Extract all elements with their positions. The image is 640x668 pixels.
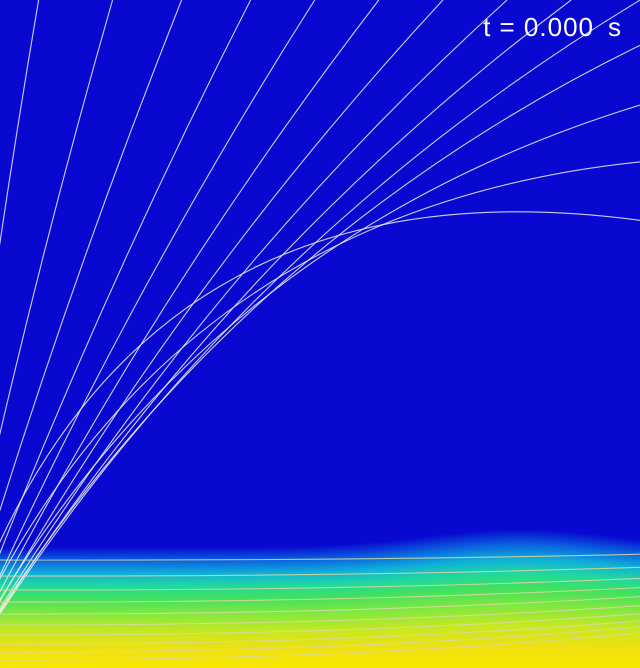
streamline xyxy=(0,157,640,668)
timestamp-value: 0.000 xyxy=(524,12,594,42)
streamline xyxy=(0,0,507,668)
streamline xyxy=(0,0,640,668)
streamline xyxy=(0,0,315,668)
streamline xyxy=(0,578,640,590)
streamline xyxy=(0,587,640,602)
streamline xyxy=(0,88,640,668)
streamline xyxy=(0,605,640,625)
streamlines-overlay xyxy=(0,0,640,668)
streamline xyxy=(0,567,640,576)
simulation-frame: t = 0.000 s xyxy=(0,0,640,668)
streamline xyxy=(0,0,379,668)
streamline xyxy=(0,0,182,668)
streamline xyxy=(0,632,640,660)
timestamp-unit: s xyxy=(608,12,622,42)
streamline xyxy=(0,0,113,668)
timestamp-label: t = 0.000 s xyxy=(483,12,622,43)
streamline xyxy=(0,620,640,644)
timestamp-prefix: t = xyxy=(483,12,524,42)
streamline xyxy=(0,0,571,668)
streamline xyxy=(0,0,251,668)
streamline xyxy=(0,554,640,560)
streamline xyxy=(0,613,640,635)
